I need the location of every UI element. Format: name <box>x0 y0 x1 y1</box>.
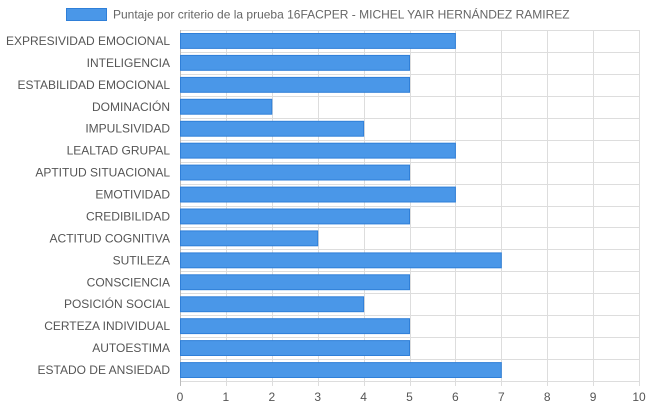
category-label: POSICIÓN SOCIAL <box>64 296 170 311</box>
x-tick-label: 9 <box>590 390 597 404</box>
category-label: DOMINACIÓN <box>92 99 170 114</box>
category-label: ESTABILIDAD EMOCIONAL <box>18 78 171 92</box>
bar[interactable] <box>180 274 410 291</box>
bar[interactable] <box>180 252 502 269</box>
x-tick-label: 10 <box>632 390 646 404</box>
category-labels: EXPRESIVIDAD EMOCIONAL INTELIGENCIA ESTABI… <box>6 34 170 377</box>
bar[interactable] <box>180 208 410 225</box>
bars <box>180 33 502 379</box>
bar[interactable] <box>180 186 456 203</box>
x-tick-label: 0 <box>177 390 184 404</box>
category-label: ACTITUD COGNITIVA <box>50 231 170 245</box>
category-label: LEALTAD GRUPAL <box>67 144 171 158</box>
x-tick-label: 1 <box>223 390 230 404</box>
bar[interactable] <box>180 98 273 115</box>
category-label: EXPRESIVIDAD EMOCIONAL <box>6 34 170 48</box>
category-label: INTELIGENCIA <box>87 56 170 70</box>
bar[interactable] <box>180 164 410 181</box>
x-tick-label: 5 <box>406 390 413 404</box>
category-label: CREDIBILIDAD <box>86 210 170 224</box>
category-label: SUTILEZA <box>113 253 170 267</box>
x-axis-ticks: 0 1 2 3 4 5 6 7 8 9 10 <box>177 390 646 404</box>
category-label: CERTEZA INDIVIDUAL <box>44 319 170 333</box>
bar[interactable] <box>180 318 410 335</box>
x-tick-label: 8 <box>544 390 551 404</box>
x-tick-label: 6 <box>452 390 459 404</box>
legend-label: Puntaje por criterio de la prueba 16FACP… <box>113 7 570 22</box>
bar[interactable] <box>180 54 410 71</box>
bar[interactable] <box>180 33 456 49</box>
bar[interactable] <box>180 142 456 159</box>
bar[interactable] <box>180 296 365 313</box>
category-label: EMOTIVIDAD <box>95 188 170 202</box>
category-label: AUTOESTIMA <box>92 341 170 355</box>
x-tick-label: 7 <box>498 390 505 404</box>
category-label: IMPULSIVIDAD <box>85 122 170 136</box>
bar[interactable] <box>180 76 410 93</box>
x-tick-label: 3 <box>314 390 321 404</box>
category-label: CONSCIENCIA <box>87 275 170 289</box>
bar[interactable] <box>180 362 502 379</box>
legend[interactable]: Puntaje por criterio de la prueba 16FACP… <box>66 7 570 22</box>
grid <box>180 30 640 386</box>
category-label: APTITUD SITUACIONAL <box>35 166 170 180</box>
bar[interactable] <box>180 340 410 357</box>
category-label: ESTADO DE ANSIEDAD <box>38 363 171 377</box>
bar[interactable] <box>180 120 365 137</box>
legend-swatch <box>66 8 107 21</box>
x-tick-label: 4 <box>360 390 367 404</box>
x-tick-label: 2 <box>268 390 275 404</box>
bar[interactable] <box>180 230 319 247</box>
